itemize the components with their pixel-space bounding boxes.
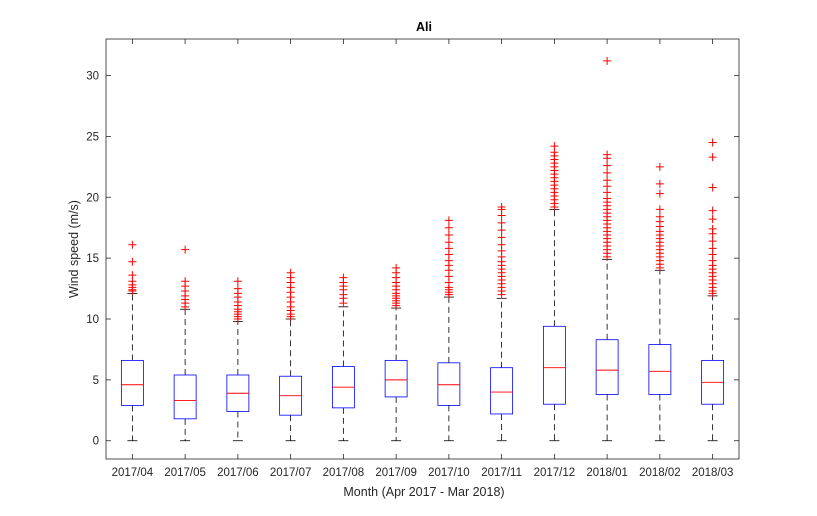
iqr-box <box>542 325 566 405</box>
x-tick-label: 2017/05 <box>164 467 206 479</box>
iqr-box <box>437 362 461 406</box>
outlier-marker <box>181 245 190 254</box>
outlier-marker <box>603 176 612 185</box>
x-tick-label: 2018/02 <box>639 467 681 479</box>
box-2017/10 <box>437 216 461 442</box>
iqr-box <box>648 344 672 395</box>
box-2017/11 <box>490 203 514 442</box>
box-2017/09 <box>384 263 408 442</box>
outlier-marker <box>708 183 717 192</box>
y-tick-label: 0 <box>93 436 99 448</box>
outlier-marker <box>603 56 612 65</box>
box-2017/05 <box>173 245 197 442</box>
y-tick-label: 15 <box>86 253 99 265</box>
box-2017/12 <box>542 142 566 442</box>
plot-area: 0 5 10 15 20 25 30 2017/04 2017/05 2017/06 2017/07… <box>86 38 740 479</box>
y-tick-label: 30 <box>86 71 99 83</box>
x-tick-label: 2017/07 <box>270 467 312 479</box>
outlier-marker <box>233 284 242 293</box>
outlier-marker <box>655 212 664 221</box>
box-2018/02 <box>648 162 672 442</box>
outlier-marker <box>603 161 612 170</box>
outlier-marker <box>708 138 717 147</box>
outlier-marker <box>497 226 506 235</box>
outlier-marker <box>181 277 190 286</box>
outlier-marker <box>128 240 137 249</box>
outlier-marker <box>655 179 664 188</box>
outlier-marker <box>655 189 664 198</box>
iqr-box <box>173 374 197 420</box>
box-2017/07 <box>279 268 303 442</box>
outlier-marker <box>339 273 348 282</box>
x-tick-label: 2018/01 <box>586 467 628 479</box>
y-tick-label: 10 <box>86 314 99 326</box>
outlier-marker <box>708 237 717 246</box>
box-2017/06 <box>226 277 250 442</box>
outlier-marker <box>497 233 506 242</box>
outlier-marker <box>444 216 453 225</box>
iqr-box <box>595 339 619 395</box>
outlier-marker <box>497 218 506 227</box>
x-tick-label: 2017/09 <box>375 467 417 479</box>
outlier-marker <box>128 271 137 280</box>
outlier-marker <box>550 142 559 151</box>
x-tick-label: 2018/03 <box>692 467 734 479</box>
y-axis-label: Wind speed (m/s) <box>67 200 81 298</box>
outlier-marker <box>392 263 401 272</box>
outlier-marker <box>444 231 453 239</box>
outlier-marker <box>233 277 242 286</box>
outlier-marker <box>286 268 295 277</box>
y-tick-label: 5 <box>93 375 99 387</box>
outlier-marker <box>603 150 612 159</box>
outlier-marker <box>603 168 612 177</box>
outlier-marker <box>444 238 453 247</box>
outlier-marker <box>497 240 506 249</box>
axes-frame <box>105 38 740 460</box>
outlier-marker <box>655 205 664 214</box>
outlier-marker <box>444 223 453 232</box>
outlier-marker <box>708 244 717 253</box>
outlier-marker <box>497 203 506 211</box>
y-tick-label: 20 <box>86 192 99 204</box>
iqr-box <box>384 359 408 398</box>
outlier-marker <box>708 206 717 215</box>
box-2018/03 <box>701 138 725 442</box>
iqr-box <box>120 359 144 406</box>
x-tick-label: 2017/06 <box>217 467 259 479</box>
box-2017/04 <box>120 240 144 442</box>
y-tick-label: 25 <box>86 131 99 143</box>
x-tick-label: 2017/10 <box>428 467 470 479</box>
chart-title: Ali <box>416 20 432 34</box>
x-tick-label: 2017/11 <box>481 467 522 479</box>
iqr-box <box>490 367 514 415</box>
x-tick-label: 2017/04 <box>112 467 154 479</box>
box-2017/08 <box>331 273 355 442</box>
outlier-marker <box>708 215 717 224</box>
axes: 0 5 10 15 20 25 30 2017/04 2017/05 2017/06 2017/07… <box>86 38 740 479</box>
outlier-marker <box>708 153 717 162</box>
box-2018/01 <box>595 56 619 442</box>
x-tick-label: 2017/08 <box>323 467 365 479</box>
outlier-marker <box>708 224 717 233</box>
outlier-marker <box>128 257 137 266</box>
x-axis-label: Month (Apr 2017 - Mar 2018) <box>343 485 504 499</box>
outlier-marker <box>655 162 664 171</box>
x-tick-label: 2017/12 <box>534 467 576 479</box>
